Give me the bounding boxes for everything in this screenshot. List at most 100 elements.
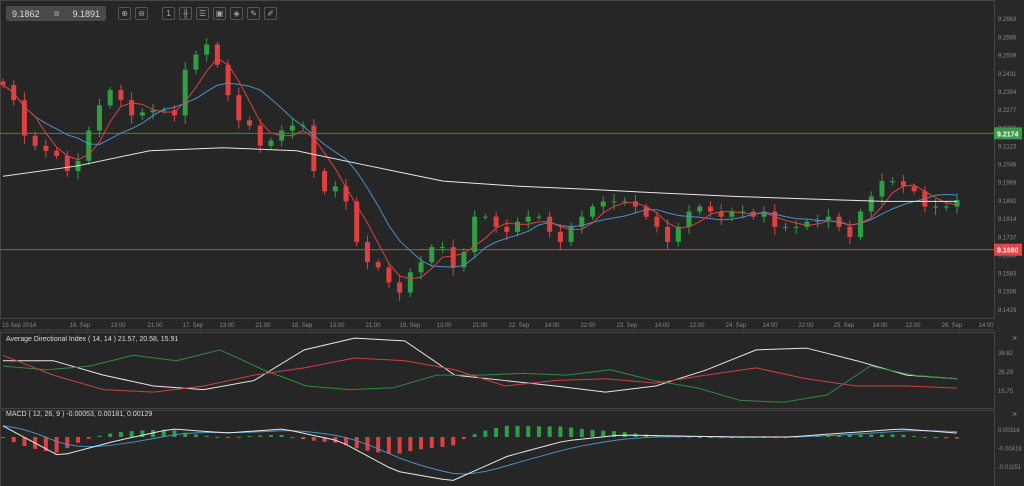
image-icon[interactable]: ▣ [213,7,227,20]
macd-histogram-bar [43,437,48,452]
macd-histogram-bar [279,435,284,438]
candle-body [804,221,810,227]
price-axis-area [994,0,1024,486]
bid-price: 9.1862 [12,8,40,19]
macd-histogram-bar [65,437,70,449]
price-tick: 9.2123 [998,144,1017,150]
time-tick: 25. Sep [834,323,855,329]
candle-body [322,171,328,192]
macd-histogram-bar [461,437,466,439]
price-tick: 9.2509 [998,53,1017,59]
candle-body [525,216,531,222]
time-tick: 13:00 [436,323,452,329]
macd-histogram-bar [22,437,27,447]
templates-icon[interactable]: ◈ [230,7,244,20]
macd-histogram-bar [365,437,370,451]
time-tick: 14:00 [544,323,560,329]
time-tick: 22:00 [905,323,921,329]
adx-tick: 15.75 [998,389,1014,395]
time-tick: 14:00 [654,323,670,329]
macd-histogram-bar [536,426,541,438]
time-tick: 18. Sep [292,323,313,329]
macd-histogram-bar [386,437,391,454]
plus_di-line [2,349,958,403]
edit-icon[interactable]: ✎ [247,7,261,20]
macd-histogram-bar [729,437,734,439]
time-tick: 13:00 [110,323,126,329]
candle-body [354,201,360,242]
candle-body [54,150,60,156]
candle-body [933,206,939,208]
candle-body [364,241,370,263]
zoom-in-icon[interactable]: ⊕ [118,7,132,20]
candle-body [139,112,145,116]
candle-body [257,125,263,146]
candle-body [439,247,445,249]
candle-body [858,211,864,237]
macd-histogram-bar [247,436,252,438]
candle-body [675,226,681,242]
macd-histogram-bar [601,430,606,438]
macd-histogram-bar [483,430,488,438]
period-icon[interactable]: 1 [162,7,176,20]
macd-histogram-bar [579,428,584,438]
candle-body [911,186,917,192]
candle-body [868,196,874,212]
candle-body [515,221,521,232]
adx-tick: 36.82 [998,351,1014,357]
adx-title: Average Directional Index ( 14, 14 ) 21.… [6,336,179,343]
time-tick: 13:00 [219,323,235,329]
time-tick: 22:00 [798,323,814,329]
price-tick: 9.1583 [998,272,1017,278]
time-tick: 14:00 [762,323,778,329]
time-tick: 21:00 [255,323,271,329]
candle-body [193,54,199,70]
macd-signal-line [2,425,958,475]
time-tick: 21:00 [147,323,163,329]
macd-tick: -0.00418 [998,447,1022,453]
macd-histogram-bar [429,437,434,448]
pane-frame-0 [0,0,995,319]
time-tick: 22. Sep [509,323,530,329]
candle-body [429,247,435,263]
price-tick: 9.1737 [998,235,1017,241]
time-tick: 21:00 [472,323,488,329]
macd-histogram-bar [151,430,156,438]
chart-type-icon[interactable]: ╫ [179,7,193,20]
candle-body [0,81,6,86]
indicators-icon[interactable]: ☰ [196,7,210,20]
zoom-out-icon[interactable]: ⊖ [135,7,149,20]
candle-body [954,199,960,207]
draw-icon[interactable]: ✐ [264,7,278,20]
time-tick: 14:00 [872,323,888,329]
macd-histogram-bar [108,433,113,438]
time-tick: 24. Sep [726,323,747,329]
adx-line [3,337,958,393]
macd-histogram-bar [311,437,316,441]
macd-histogram-bar [504,425,509,438]
macd-histogram-bar [54,437,59,453]
candle-body [579,216,585,227]
minus_di-line [2,354,958,393]
close-adx-icon[interactable]: × [1012,333,1018,343]
candle-body [740,211,746,213]
macd-histogram-bar [97,435,102,438]
adx-tick: 26.29 [998,370,1014,376]
candle-body [311,125,317,172]
macd-histogram-bar [901,434,906,438]
candle-body [214,44,220,65]
candle-body [118,89,124,101]
candle-body [707,206,713,212]
candle-body [815,220,821,222]
candle-body [782,226,788,228]
macd-histogram-bar [419,437,424,450]
macd-histogram-bar [129,431,134,438]
macd-histogram-bar [140,430,145,438]
macd-histogram-bar [547,426,552,438]
price-tick: 9.1660 [998,253,1017,259]
close-macd-icon[interactable]: × [1012,409,1018,419]
macd-histogram-bar [569,427,574,438]
macd-histogram-bar [611,431,616,438]
level-label: 9.1680 [997,248,1019,255]
